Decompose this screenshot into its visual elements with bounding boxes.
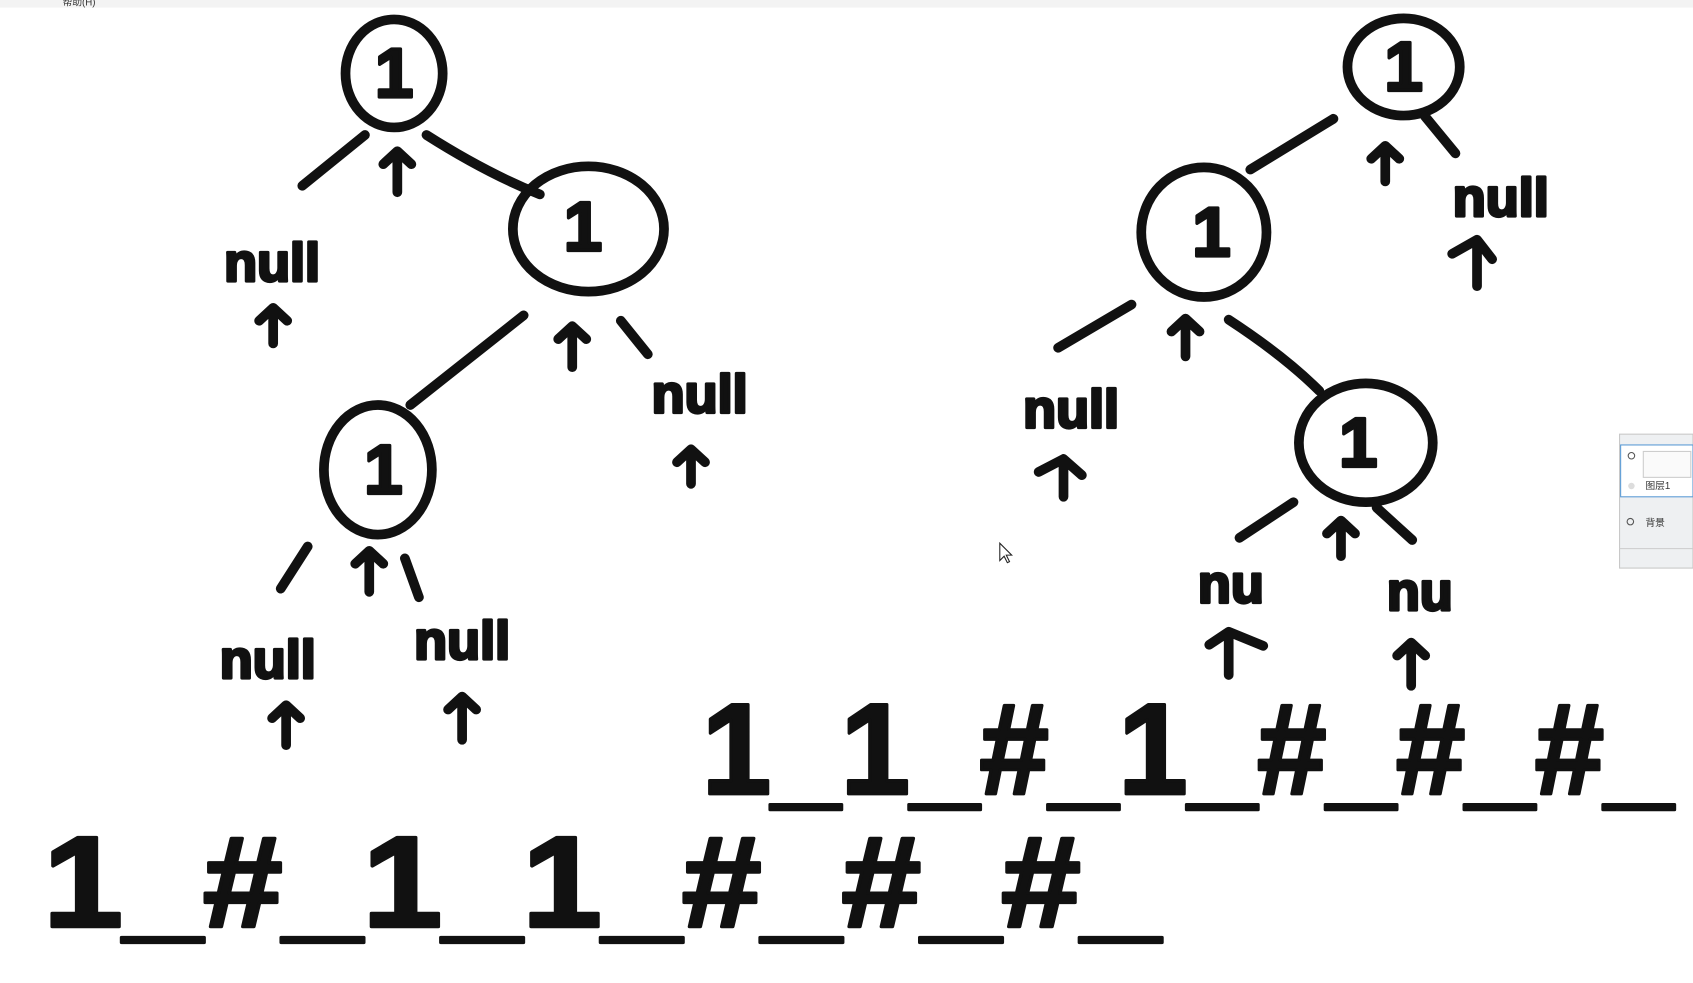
right-tree: 1 1 1 null null nu nu 1_1_#_1_#_#_#_ [700, 13, 1677, 823]
node-label: 1 [1192, 193, 1230, 271]
layer-name[interactable]: 背景 [1645, 516, 1665, 529]
edges [275, 130, 653, 603]
arrows [1033, 140, 1498, 691]
node-label: 1 [364, 431, 402, 509]
eye-icon[interactable] [1627, 451, 1636, 460]
arrows [254, 146, 710, 751]
node-circle [319, 400, 437, 540]
node-circle [1294, 378, 1438, 508]
node-label: 1 [1384, 28, 1422, 106]
null-label: null [220, 630, 316, 690]
null-label: null [1023, 380, 1119, 440]
layer-thumb [1642, 450, 1692, 478]
eye-icon[interactable] [1626, 517, 1635, 526]
lock-icon[interactable] [1628, 482, 1635, 490]
node-circle [507, 161, 669, 297]
null-label: null [1453, 168, 1549, 228]
layers-panel: 图层1 背景 [1619, 433, 1693, 569]
menu-item[interactable]: 帮助(H) [63, 0, 96, 8]
node-circle [1136, 162, 1272, 302]
node-label: 1 [375, 34, 413, 112]
null-label: null [224, 233, 320, 293]
null-label: null [652, 365, 748, 425]
null-label: null [414, 611, 510, 671]
left-tree: 1 1 1 null null null null 1_#_1_1_#_#_#_ [42, 14, 1164, 956]
node-circle [340, 14, 448, 133]
edges [1053, 111, 1461, 545]
serialization: 1_#_1_1_#_#_#_ [43, 811, 1163, 955]
null-label: nu [1387, 562, 1453, 622]
cursor [999, 541, 1013, 564]
node-label: 1 [1339, 404, 1377, 482]
node-label: 1 [564, 188, 602, 266]
layer-name[interactable]: 图层1 [1645, 480, 1670, 492]
null-label: nu [1198, 555, 1264, 615]
menu-bar [0, 0, 1693, 8]
serialization: 1_1_#_1_#_#_#_ [702, 678, 1676, 822]
node-circle [1342, 13, 1465, 121]
